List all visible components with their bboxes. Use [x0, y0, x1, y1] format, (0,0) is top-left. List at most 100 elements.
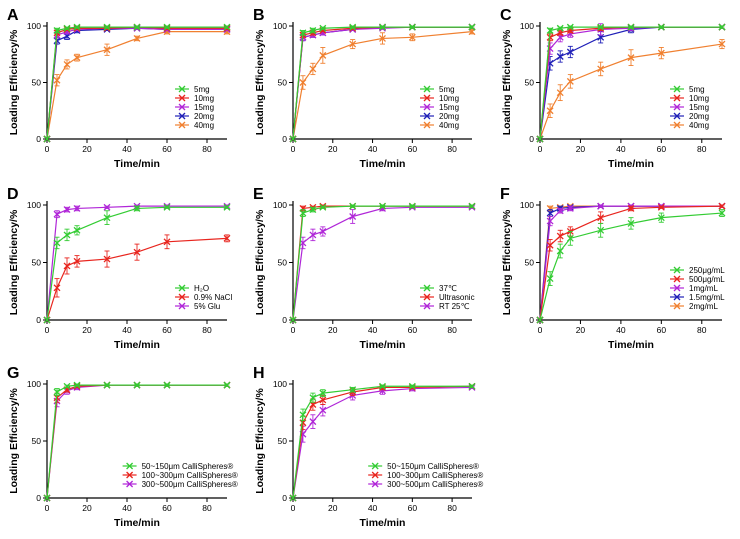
y-axis-label: Loading Efficiency/% [501, 29, 513, 135]
legend-marker [673, 284, 681, 292]
data-point [597, 226, 605, 234]
data-point [556, 247, 564, 255]
legend: 50~150μm CalliSpheres®100~300μm CalliSph… [368, 462, 483, 489]
data-point [163, 238, 171, 246]
legend-marker [423, 103, 431, 111]
x-axis-label: Time/min [608, 339, 654, 351]
x-tick-label: 60 [162, 325, 172, 335]
x-tick-label: 60 [408, 144, 418, 154]
data-point [163, 381, 171, 389]
legend-marker [673, 302, 681, 310]
x-tick-label: 80 [697, 144, 707, 154]
y-axis-label: Loading Efficiency/% [254, 388, 266, 494]
legend-label: 5% Glu [194, 302, 220, 311]
data-point [63, 231, 71, 239]
legend-label: 250μg/mL [689, 266, 725, 275]
series-0 [289, 382, 476, 502]
data-point [379, 382, 386, 390]
y-tick-label: 100 [273, 379, 287, 389]
data-point [349, 202, 357, 210]
legend: 50~150μm CalliSpheres®100~300μm CalliSph… [122, 462, 238, 489]
data-point [408, 33, 416, 41]
data-point [53, 76, 61, 84]
legend-item: 5mg [175, 85, 210, 94]
legend-item: 10mg [420, 94, 459, 103]
data-point [133, 23, 141, 31]
legend-item: 40mg [175, 121, 214, 130]
data-point [103, 46, 111, 54]
legend-marker [178, 103, 186, 111]
panel-label: F [500, 186, 510, 203]
legend-marker [371, 462, 379, 470]
legend-marker [178, 94, 186, 102]
data-point [379, 202, 386, 210]
data-point [289, 316, 297, 324]
series-line [46, 26, 227, 140]
data-point [657, 23, 665, 31]
panel-b: B 0 20 40 60 80 0 50 100 Time/min Loading Efficien… [253, 7, 476, 170]
y-axis-label: Loading Efficiency/% [8, 29, 20, 135]
x-tick-label: 0 [291, 503, 296, 513]
data-point [408, 382, 416, 390]
data-point [73, 257, 81, 265]
legend-label: 2mg/mL [689, 302, 718, 311]
legend-item: 40mg [670, 121, 709, 130]
data-point [379, 34, 386, 42]
legend-marker [673, 293, 681, 301]
x-tick-label: 60 [657, 144, 667, 154]
legend-label: 10mg [689, 94, 709, 103]
legend-marker [673, 266, 681, 274]
data-point [468, 202, 476, 210]
series-line [46, 237, 228, 321]
legend-marker [178, 112, 186, 120]
series-1 [536, 202, 726, 324]
x-tick-label: 80 [447, 144, 457, 154]
legend-item: H₂O [175, 284, 209, 293]
data-point [73, 204, 81, 212]
data-point [133, 381, 141, 389]
data-point [546, 27, 554, 34]
x-tick-label: 40 [616, 325, 626, 335]
legend-label: 1.5mg/mL [689, 293, 725, 302]
panel-f: F 0 20 40 60 80 0 50 100 Time/min Loading Efficien… [500, 186, 726, 351]
legend-item: 10mg [670, 94, 709, 103]
legend-marker [178, 284, 186, 292]
data-point [556, 89, 564, 97]
legend-marker [126, 462, 134, 470]
legend-label: 50~150μm CalliSpheres® [142, 462, 234, 471]
legend-label: 100~300μm CalliSpheres® [387, 471, 483, 480]
x-tick-label: 40 [368, 325, 378, 335]
series-line [292, 26, 472, 140]
data-point [536, 135, 544, 143]
legend-label: 5mg [439, 85, 455, 94]
data-point [597, 23, 605, 31]
legend-item: 15mg [420, 103, 459, 112]
x-tick-label: 40 [122, 503, 132, 513]
legend-item: 1.5mg/mL [670, 293, 725, 302]
panel-label: C [500, 7, 512, 24]
data-point [319, 389, 327, 397]
data-point [73, 381, 81, 389]
legend-label: 40mg [194, 121, 214, 130]
x-tick-label: 0 [45, 325, 50, 335]
x-tick-label: 20 [328, 325, 338, 335]
y-tick-label: 0 [36, 493, 41, 503]
data-point [468, 382, 476, 390]
data-point [63, 262, 71, 270]
data-point [289, 494, 297, 502]
data-point [63, 382, 71, 390]
data-point [349, 386, 357, 394]
series-0 [536, 23, 726, 143]
data-point [597, 214, 605, 222]
data-point [223, 23, 231, 31]
legend-item: 20mg [670, 112, 709, 121]
legend-label: Ultrasonic [439, 293, 475, 302]
x-axis-label: Time/min [360, 158, 406, 170]
legend-item: 0.9% NaCl [175, 293, 232, 302]
x-tick-label: 60 [162, 144, 172, 154]
data-point [309, 27, 317, 34]
data-point [597, 202, 605, 210]
